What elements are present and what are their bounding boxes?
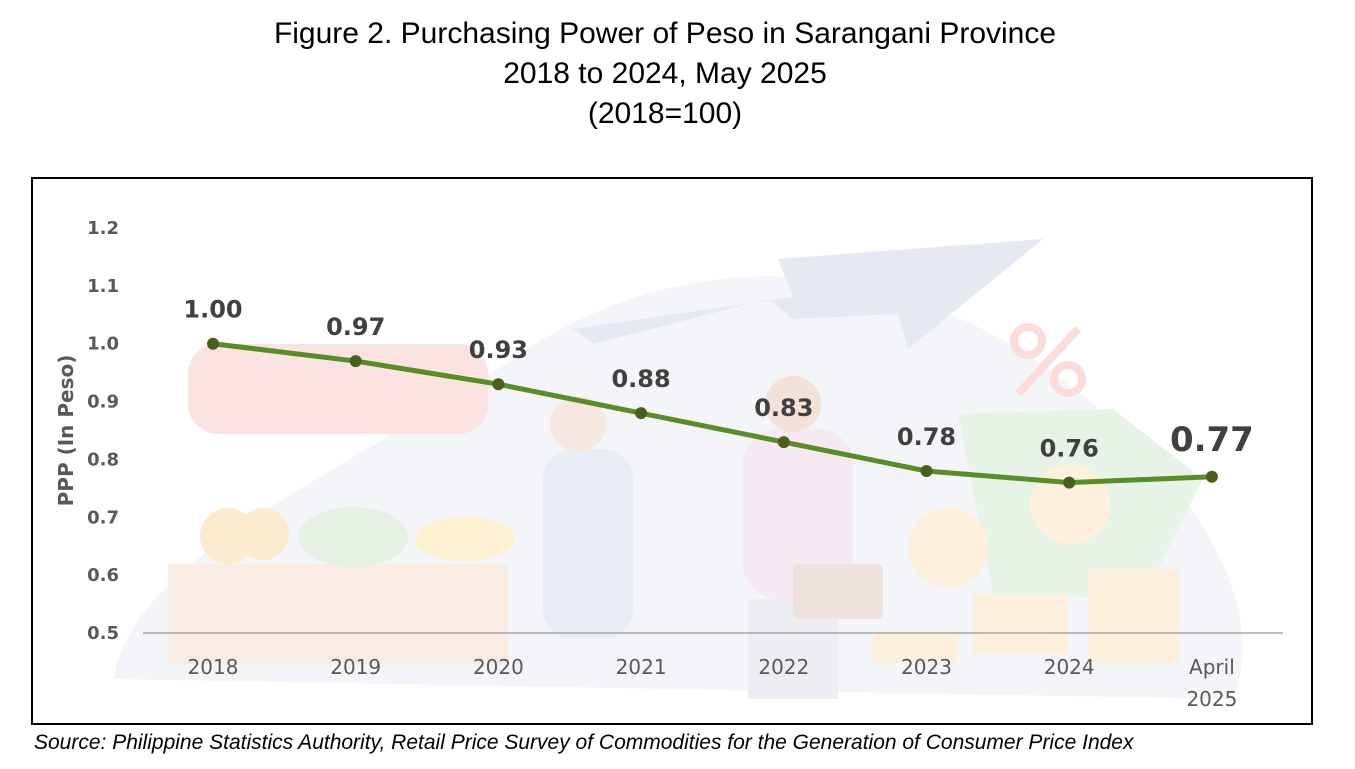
data-point — [492, 378, 505, 391]
data-point — [1063, 476, 1076, 489]
y-tick-label: 0.7 — [87, 507, 119, 528]
x-tick-label: 2023 — [901, 655, 952, 679]
chart-title-line-1: Figure 2. Purchasing Power of Peso in Sa… — [273, 17, 1057, 50]
x-tick-label: 2021 — [616, 655, 667, 679]
chart-title: Figure 2. Purchasing Power of Peso in Sa… — [0, 14, 1330, 134]
percent-icon — [1015, 326, 1081, 397]
axes: 0.5 0.6 0.7 0.8 0.9 1.0 1.1 1.2 2018 2019 2020 2021… — [54, 218, 1283, 711]
data-point — [349, 355, 362, 368]
trend-arrow-icon — [573, 239, 1043, 349]
data-label: 0.88 — [611, 365, 670, 393]
market-stall-awning — [188, 344, 488, 434]
y-tick-label: 1.0 — [87, 334, 119, 355]
pumpkin-icon — [237, 508, 289, 560]
coin-icon — [1030, 464, 1110, 544]
x-tick-label: 2019 — [330, 655, 381, 679]
x-tick-label: 2022 — [758, 655, 809, 679]
data-labels: 1.00 0.97 0.93 0.88 0.83 0.78 0.76 0.77 — [183, 296, 1253, 463]
data-point — [635, 407, 648, 420]
y-tick-label: 0.8 — [87, 449, 119, 470]
briefcase-icon — [793, 564, 883, 619]
x-tick-label: 2020 — [473, 655, 524, 679]
data-point — [207, 337, 219, 350]
data-label: 0.77 — [1170, 420, 1254, 460]
data-label: 0.97 — [326, 313, 385, 341]
customer-figure — [743, 429, 853, 599]
data-point — [1205, 470, 1218, 483]
data-label: 0.93 — [469, 336, 528, 364]
coin-stack-icon — [973, 594, 1068, 654]
line-chart: 0.5 0.6 0.7 0.8 0.9 1.0 1.1 1.2 2018 2019 2020 2021… — [54, 218, 1283, 711]
coin-icon — [908, 507, 988, 587]
source-note: Source: Philippine Statistics Authority,… — [34, 731, 1134, 754]
vendor-head — [550, 396, 606, 452]
banana-icon — [415, 517, 515, 561]
chart-frame: 0.5 0.6 0.7 0.8 0.9 1.0 1.1 1.2 2018 2019 2020 2021… — [31, 177, 1313, 725]
data-label: 1.00 — [183, 296, 242, 324]
vendor-figure — [543, 449, 633, 639]
y-tick-label: 1.1 — [87, 276, 119, 297]
chart-title-line-3: (2018=100) — [587, 97, 743, 130]
x-tick-label: 2018 — [188, 655, 239, 679]
data-label: 0.76 — [1040, 435, 1099, 463]
y-axis-label: PPP (In Peso) — [54, 355, 78, 507]
watermelon-icon — [298, 507, 408, 567]
market-stall-counter — [168, 564, 508, 664]
y-tick-label: 0.6 — [87, 565, 119, 586]
background-illustration — [113, 239, 1243, 699]
y-tick-label: 0.9 — [87, 392, 119, 413]
x-tick-label: April 2025 — [1186, 655, 1237, 711]
percent-icon — [1050, 361, 1086, 397]
coin-stack-icon — [1088, 569, 1178, 664]
percent-icon — [1010, 323, 1046, 359]
series-ppp — [207, 337, 1218, 489]
chart-title-line-2: 2018 to 2024, May 2025 — [503, 57, 827, 90]
data-label: 0.83 — [754, 394, 813, 422]
series-line — [210, 341, 1215, 486]
data-point — [777, 436, 790, 449]
data-label: 0.78 — [897, 423, 956, 451]
y-tick-label: 0.5 — [87, 623, 119, 644]
y-tick-label: 1.2 — [87, 218, 119, 239]
x-tick-label: 2024 — [1044, 655, 1095, 679]
data-point — [920, 465, 933, 477]
customer-head — [765, 376, 821, 432]
coin-stack-icon — [873, 631, 958, 663]
